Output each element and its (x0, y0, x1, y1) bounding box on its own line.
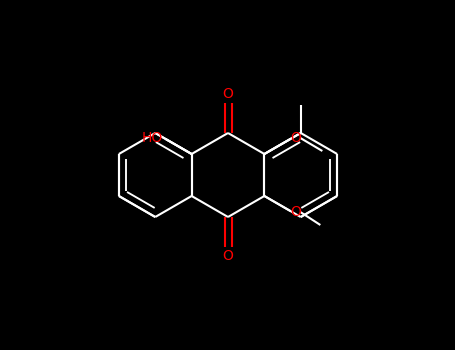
Text: O: O (290, 131, 301, 145)
Text: O: O (222, 87, 233, 101)
Text: O: O (222, 249, 233, 263)
Text: HO: HO (142, 131, 163, 145)
Text: O: O (290, 205, 301, 219)
